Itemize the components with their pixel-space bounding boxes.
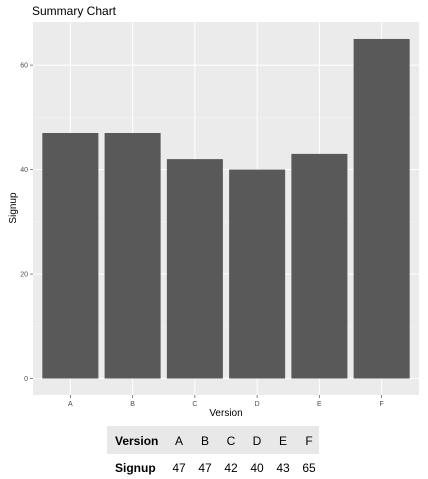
table-row-label: Signup	[115, 461, 156, 475]
x-tick-label-f: F	[380, 401, 384, 408]
x-tick-label-e: E	[317, 401, 322, 408]
y-tick-label: 0	[24, 376, 28, 383]
table-column-header: A	[175, 434, 183, 448]
summary-table: Version Signup A 47 B 47 C 42 D 40 E 43 F 65	[115, 434, 316, 475]
table-cell-value: 65	[302, 461, 316, 475]
y-tick-label: 20	[20, 272, 28, 279]
bar-a	[42, 132, 99, 379]
bars	[42, 38, 410, 379]
x-tick-label-b: B	[130, 401, 135, 408]
x-tick-label-a: A	[68, 401, 73, 408]
axes: 0 20 40 60 A B C D E F	[20, 63, 384, 408]
y-axis-label: Signup	[8, 192, 19, 224]
table-cell-value: 42	[224, 461, 238, 475]
table-column-header: F	[305, 434, 312, 448]
bar-e	[291, 153, 348, 379]
bar-f	[353, 38, 410, 379]
bar-c	[166, 159, 223, 379]
bar-b	[104, 132, 161, 379]
table-column-header: C	[227, 434, 236, 448]
y-tick-label: 60	[20, 63, 28, 70]
x-tick-label-d: D	[255, 401, 260, 408]
table-header-label: Version	[115, 434, 158, 448]
x-tick-label-c: C	[192, 401, 197, 408]
x-axis-label: Version	[209, 408, 242, 419]
table-cell-value: 40	[250, 461, 264, 475]
bar-d	[229, 169, 286, 379]
table-column-header: E	[279, 434, 287, 448]
table-cell-value: 47	[198, 461, 212, 475]
table-column-header: D	[253, 434, 262, 448]
y-tick-label: 40	[20, 167, 28, 174]
table-cell-value: 43	[276, 461, 290, 475]
table-column-header: B	[201, 434, 209, 448]
table-header-background	[107, 426, 319, 454]
table-cell-value: 47	[172, 461, 186, 475]
chart-title: Summary Chart	[32, 4, 117, 18]
